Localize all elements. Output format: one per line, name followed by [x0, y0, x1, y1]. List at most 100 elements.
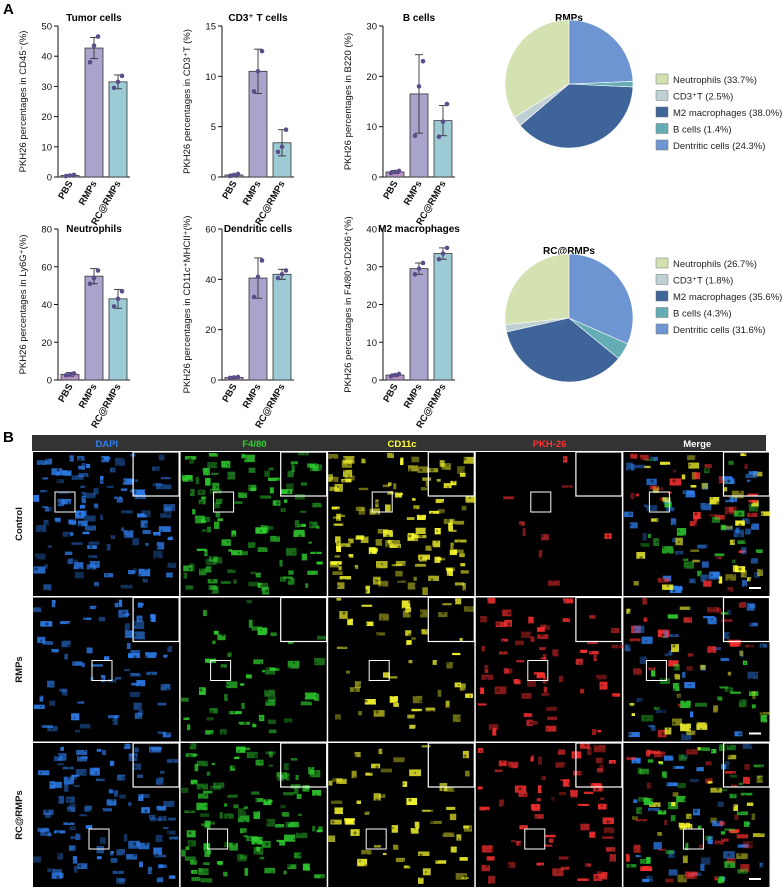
chart-title: M2 macrophages — [378, 224, 460, 235]
data-point — [416, 84, 422, 89]
bar-chart-4: Dendritic cells 0 20 40 60 PKH26 percentages … — [182, 216, 294, 430]
y-axis-label: PKH26 percentages in Ly6G⁺(%) — [18, 235, 29, 375]
legend-swatch — [655, 274, 669, 285]
legend-swatch — [655, 139, 669, 151]
roi-box — [54, 491, 76, 513]
pie-slice-0 — [504, 253, 570, 326]
legend-label: CD3⁺T (1.8%) — [673, 276, 733, 287]
y-axis-label: PKH26 percentages in CD45⁻(%) — [18, 31, 29, 173]
data-point — [388, 170, 394, 176]
legend-swatch — [655, 90, 669, 101]
data-point — [95, 34, 101, 39]
bar-chart-1: CD3⁺ T cells 0 5 10 15 PKH26 percentages in C… — [182, 13, 294, 227]
legend-label: Neutrophils (26.7%) — [673, 259, 757, 270]
inset-box — [132, 596, 180, 643]
roi-box — [207, 828, 229, 850]
data-point — [95, 268, 101, 273]
y-tick-label: 0 — [211, 376, 216, 387]
roi-box — [213, 491, 235, 513]
data-point — [420, 58, 426, 64]
channel-label: Merge — [683, 439, 711, 450]
micrograph-Control-F4/80 — [180, 451, 328, 596]
roi-box — [648, 491, 670, 513]
data-point — [396, 168, 402, 174]
y-tick-label: 30 — [366, 22, 377, 33]
y-tick-label: 40 — [205, 275, 216, 286]
chart-title: Tumor cells — [66, 13, 122, 24]
data-point — [259, 48, 265, 54]
roi-box — [210, 660, 232, 681]
inset-box — [280, 596, 328, 643]
category-label: RMPs — [402, 179, 425, 207]
category-label: PBS — [381, 382, 400, 404]
inset-box — [575, 451, 623, 497]
data-point — [235, 374, 241, 380]
data-point — [231, 172, 237, 178]
roi-box — [530, 491, 552, 513]
y-tick-label: 20 — [366, 72, 377, 83]
y-tick-label: 15 — [205, 22, 216, 33]
chart-title: Neutrophils — [66, 224, 122, 235]
y-axis-label: PKH26 percentages in F4/80⁺CD206⁺(%) — [343, 216, 354, 392]
y-tick-label: 10 — [366, 122, 377, 133]
pie-chart-0: RMPs Neutrophils (33.7%) CD3⁺T (2.5%) M2 ma… — [504, 13, 782, 152]
data-point — [279, 144, 285, 150]
roi-box — [524, 828, 546, 850]
data-point — [255, 69, 261, 74]
y-axis-label: PKH26 percentages in B220 (%) — [343, 33, 354, 170]
legend-label: Neutrophils (33.7%) — [673, 75, 757, 86]
micrograph-RMPs-Merge — [623, 596, 771, 742]
bar-chart-3: Neutrophils 0 20 40 60 80 PKH26 percentages in… — [18, 224, 130, 430]
chart-title: RMPs — [555, 13, 583, 24]
roi-box — [371, 491, 393, 513]
bar-RMPs — [84, 275, 104, 381]
micrograph-RC@RMPs-CD11c — [328, 742, 475, 887]
row-label: Control — [14, 507, 25, 541]
category-label: PBS — [220, 382, 239, 404]
roi-box — [365, 828, 387, 850]
data-point — [227, 375, 233, 381]
texture-overlay — [623, 743, 770, 887]
y-tick-label: 30 — [41, 82, 52, 93]
legend-label: M2 macrophages (35.6%) — [673, 292, 782, 303]
data-point — [444, 245, 450, 251]
y-tick-label: 60 — [205, 225, 216, 236]
y-tick-label: 20 — [366, 300, 377, 311]
micrograph-RC@RMPs-DAPI — [33, 742, 180, 887]
data-point — [87, 281, 93, 287]
category-label: PBS — [56, 382, 75, 404]
category-label: RMPs — [241, 179, 264, 207]
chart-title: Dendritic cells — [224, 224, 293, 235]
texture-overlay — [475, 452, 622, 596]
legend-swatch — [655, 323, 669, 335]
micrograph-RMPs-F4/80 — [180, 596, 328, 742]
bar-RMPs — [409, 268, 429, 381]
data-point — [67, 173, 73, 178]
y-tick-label: 50 — [41, 22, 52, 33]
legend-swatch — [655, 290, 669, 302]
bar-chart-2: B cells 0 10 20 30 PKH26 percentages in B220 … — [343, 13, 455, 227]
channel-header-bar — [32, 435, 766, 451]
legend-swatch — [655, 307, 669, 318]
bar-chart-5: M2 macrophages 0 10 20 30 40 PKH26 percentages… — [343, 216, 460, 430]
data-point — [119, 288, 125, 294]
data-point — [388, 373, 394, 379]
micrograph-grid: DAPI F4/80 CD11c PKH-26 Merge Control RMPs RC@R… — [14, 435, 771, 887]
channel-label: F4/80 — [242, 439, 266, 450]
legend-swatch — [655, 123, 669, 134]
inset-box — [280, 451, 328, 497]
micrograph-RMPs-DAPI — [33, 596, 180, 742]
data-point — [63, 372, 69, 378]
panel-b-label: B — [3, 429, 14, 446]
legend-label: M2 macrophages (38.0%) — [673, 108, 782, 119]
micrograph-Control-Merge — [623, 451, 771, 596]
texture-overlay — [623, 597, 770, 742]
bar-RMPs — [84, 47, 104, 178]
category-label: RMPs — [241, 382, 264, 410]
chart-title: B cells — [403, 13, 436, 24]
inset-box — [427, 596, 475, 643]
category-label: PBS — [381, 179, 400, 201]
texture-overlay — [180, 597, 327, 742]
inset-box — [427, 742, 475, 788]
y-tick-label: 30 — [366, 262, 377, 273]
